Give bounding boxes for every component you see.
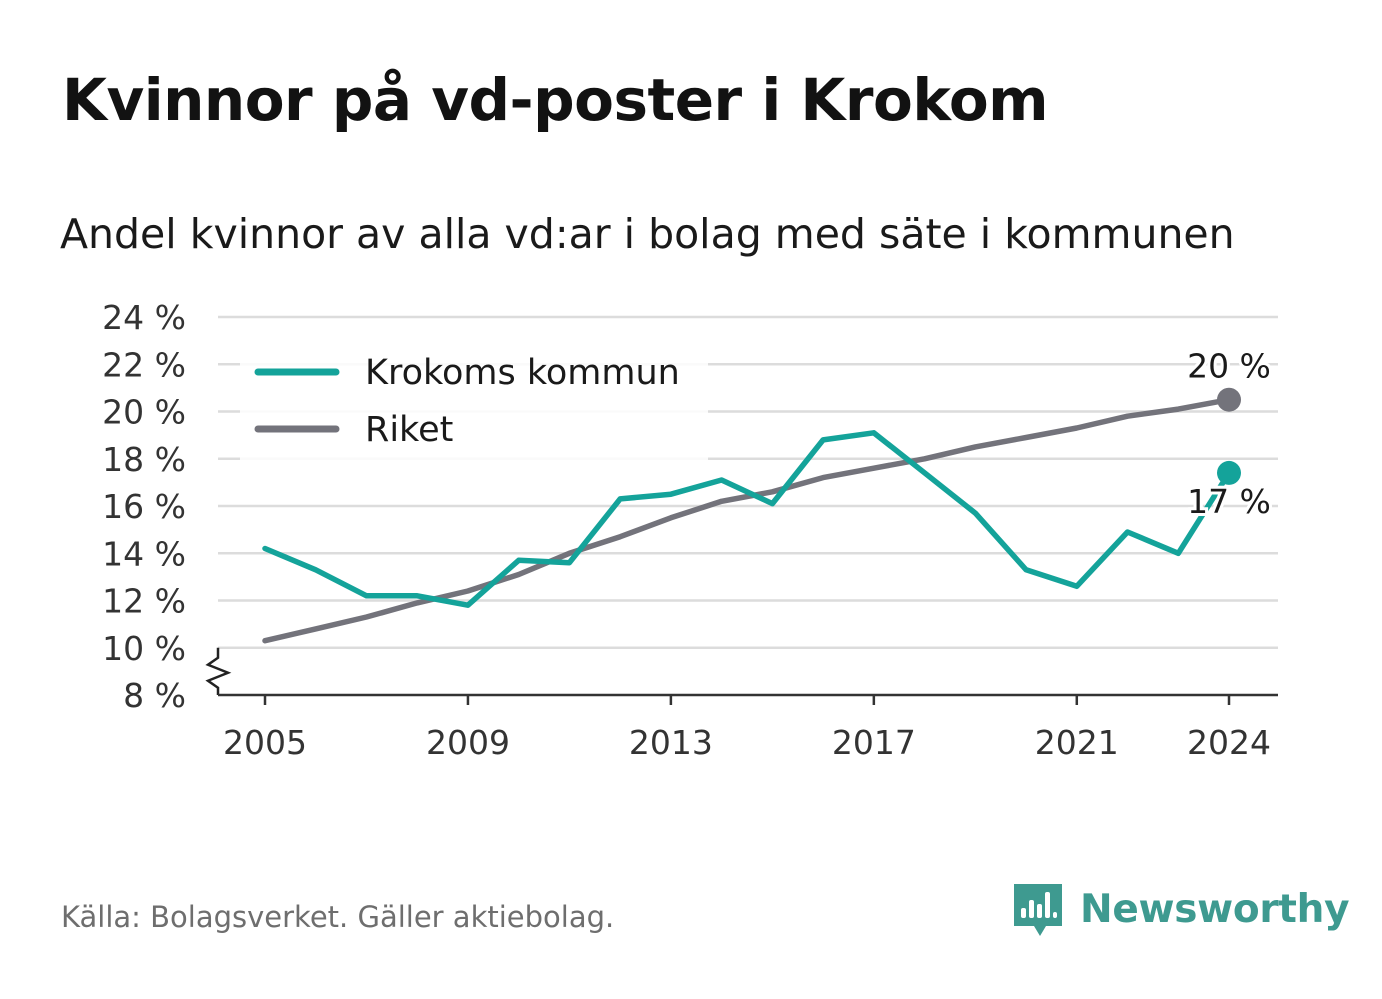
series-lines xyxy=(262,387,1241,644)
source-note: Källa: Bolagsverket. Gäller aktiebolag. xyxy=(61,900,615,934)
y-tick-label: 10 % xyxy=(102,629,186,668)
brand-name: Newsworthy xyxy=(1080,886,1350,932)
x-tick-label: 2009 xyxy=(426,723,510,762)
y-tick-label: 14 % xyxy=(102,534,186,573)
y-tick-label: 20 % xyxy=(102,393,186,432)
series-line-krokoms-kommun xyxy=(262,430,1232,608)
end-point-marker xyxy=(1217,460,1241,485)
series-line-riket xyxy=(262,396,1232,644)
x-tick-label: 2013 xyxy=(629,723,713,762)
end-labels: 20 % 17 % xyxy=(1184,344,1274,524)
axis-break-icon xyxy=(205,647,232,695)
y-tick-label: 12 % xyxy=(102,582,186,621)
x-tick-label: 2005 xyxy=(223,723,307,762)
y-axis-labels: 8 % 10 % 12 % 14 % 16 % 18 % 20 % 22 % 24 % xyxy=(102,298,186,715)
y-tick-label: 22 % xyxy=(102,345,186,384)
end-label-riket: 20 % xyxy=(1187,347,1271,386)
y-tick-label: 16 % xyxy=(102,487,186,526)
x-tick-label: 2017 xyxy=(832,723,916,762)
chart-subtitle: Andel kvinnor av alla vd:ar i bolag med … xyxy=(60,210,1235,258)
legend-label: Riket xyxy=(365,410,453,450)
end-point-marker xyxy=(1217,387,1241,412)
y-tick-label: 8 % xyxy=(123,676,186,715)
x-tick-label: 2021 xyxy=(1035,723,1119,762)
legend-label: Krokoms kommun xyxy=(365,353,680,393)
newsworthy-logo-icon xyxy=(1014,884,1062,936)
x-tick-label: 2024 xyxy=(1187,723,1271,762)
legend-background xyxy=(240,342,708,470)
end-label-krokom: 17 % xyxy=(1187,482,1271,521)
legend: Krokoms kommun Riket xyxy=(240,342,708,470)
line-chart: 8 % 10 % 12 % 14 % 16 % 18 % 20 % 22 % 24 % 2005… xyxy=(102,298,1278,762)
y-tick-label: 24 % xyxy=(102,298,186,337)
x-axis: 2005 2009 2013 2017 2021 2024 xyxy=(205,647,1278,762)
y-tick-label: 18 % xyxy=(102,440,186,479)
chart-title: Kvinnor på vd-poster i Krokom xyxy=(62,66,1049,134)
brand-logo: Newsworthy xyxy=(1010,878,1350,940)
